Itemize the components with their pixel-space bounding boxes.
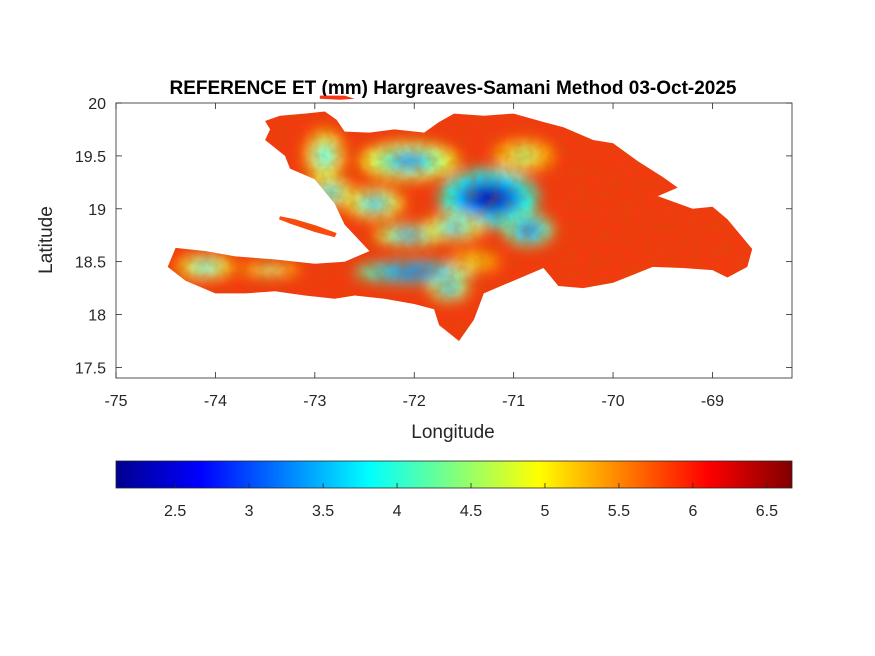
x-tick-label: -69: [701, 393, 724, 410]
x-tick-label: -75: [104, 393, 127, 410]
colorbar-tick-label: 4.5: [460, 503, 482, 520]
colorbar-tick-label: 6.5: [756, 503, 778, 520]
x-tick-label: -71: [502, 393, 525, 410]
colorbar: 2.5 3 3.5 4 4.5 5 5.5 6 6.5: [115, 460, 793, 520]
y-tick-label: 17.5: [75, 360, 106, 377]
y-axis: 20 19.5 19 18.5 18 17.5: [75, 96, 792, 377]
colorbar-tick-label: 3: [245, 503, 254, 520]
colorbar-tick-label: 4: [393, 503, 402, 520]
colorbar-tick-label: 3.5: [312, 503, 334, 520]
colorbar-tick-label: 5: [541, 503, 550, 520]
y-tick-label: 19: [88, 202, 106, 219]
map-title: REFERENCE ET (mm) Hargreaves-Samani Meth…: [170, 78, 737, 99]
x-tick-label: -73: [303, 393, 326, 410]
x-tick-label: -70: [601, 393, 624, 410]
x-axis-label: Longitude: [411, 422, 494, 443]
colorbar-ticks: 2.5 3 3.5 4 4.5 5 5.5 6 6.5: [164, 483, 778, 520]
y-tick-label: 19.5: [75, 149, 106, 166]
y-tick-label: 20: [88, 96, 106, 113]
y-axis-label: Latitude: [36, 206, 57, 274]
colorbar-tick-label: 5.5: [608, 503, 630, 520]
colorbar-tick-label: 2.5: [164, 503, 186, 520]
x-tick-label: -74: [204, 393, 227, 410]
y-tick-label: 18: [88, 308, 106, 325]
y-tick-label: 18.5: [75, 255, 106, 272]
x-tick-label: -72: [403, 393, 426, 410]
tortuga-island: [319, 95, 355, 100]
x-axis: -75 -74 -73 -72 -71 -70 -69: [104, 103, 724, 410]
colorbar-tick-label: 6: [688, 503, 697, 520]
colorbar-gradient: [115, 460, 793, 489]
map-axes: -75 -74 -73 -72 -71 -70 -69 20 19.5 19 18.5 18 17.5…: [36, 95, 793, 443]
